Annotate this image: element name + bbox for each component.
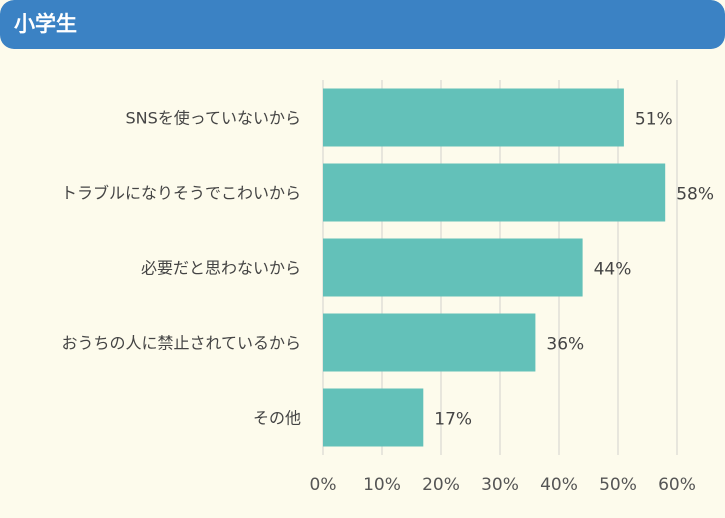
x-tick-label: 50% [599,475,637,495]
x-tick-label: 30% [481,475,519,495]
bar [323,388,424,447]
x-tick-label: 40% [540,475,578,495]
x-tick-label: 20% [422,475,460,495]
category-label: その他 [253,409,301,428]
chart-title: 小学生 [14,12,77,36]
data-label: 58% [676,185,714,205]
category-label: おうちの人に禁止されているから [61,334,301,353]
x-tick-label: 60% [658,475,696,495]
bar [323,88,624,147]
category-label: トラブルになりそうでこわいから [61,184,301,203]
x-tick-label: 0% [310,475,337,495]
data-label: 51% [635,110,673,130]
header-bar: 小学生 [0,0,725,49]
x-tick-label: 10% [363,475,401,495]
category-label: 必要だと思わないから [141,259,301,278]
bar [323,313,536,372]
data-label: 36% [546,335,584,355]
bar [323,163,666,222]
data-label: 44% [594,260,632,280]
data-label: 17% [434,410,472,430]
category-label: SNSを使っていないから [126,109,301,128]
bar [323,238,583,297]
